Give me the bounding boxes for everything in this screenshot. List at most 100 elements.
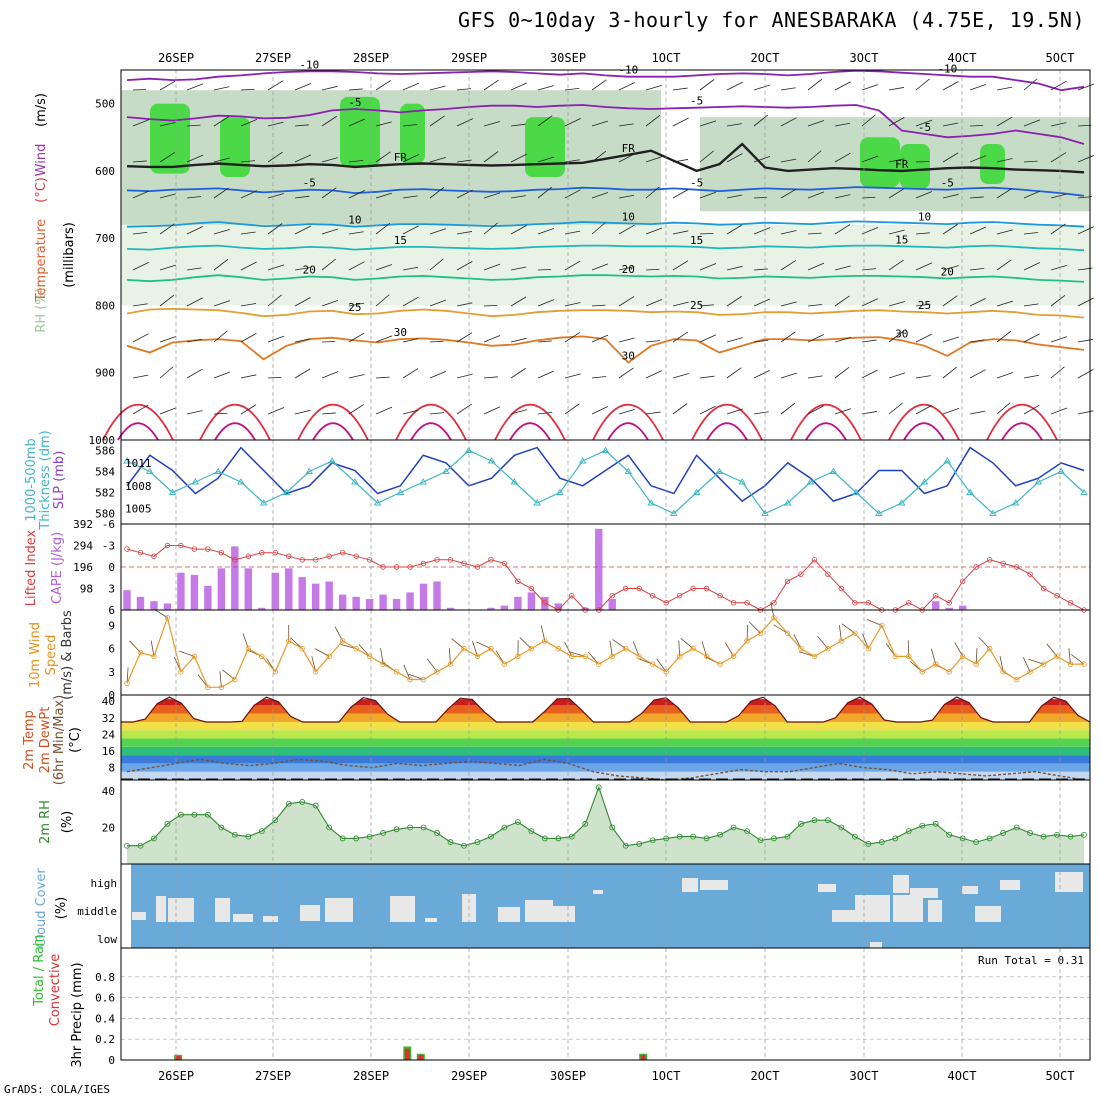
wind-barb <box>591 406 608 415</box>
wind-barb <box>429 258 444 271</box>
wind-speed-marker <box>555 645 562 652</box>
cape-bar <box>500 605 509 610</box>
rh2m-marker <box>434 830 440 836</box>
rh2m-marker <box>757 837 764 844</box>
wind-barb <box>672 117 689 127</box>
wind-speed-marker <box>596 661 602 667</box>
wind-barb <box>456 189 473 199</box>
wind-barb <box>807 78 823 91</box>
rh2m-marker <box>258 828 265 835</box>
thickness-marker <box>487 457 496 464</box>
rh2m-marker <box>973 839 980 845</box>
wind-barb <box>888 331 904 343</box>
rh2m-marker <box>204 811 211 818</box>
wind-barb <box>591 376 607 379</box>
lifted-index-marker <box>744 600 750 606</box>
wind-barb <box>321 258 336 271</box>
isotherm-1 <box>126 104 1085 145</box>
wind-barb <box>429 228 447 235</box>
wind-barb <box>726 265 743 271</box>
lifted-index-marker <box>690 585 696 592</box>
wind-barb <box>429 340 444 343</box>
wind-speed-marker <box>946 669 952 675</box>
y-tick-label-right: 294 <box>73 540 93 553</box>
wind-barb <box>213 116 230 127</box>
wind-barb <box>726 153 743 163</box>
y-tick-label: 584 <box>95 466 115 479</box>
rh2m-marker <box>488 833 494 840</box>
wind-speed-marker <box>339 638 346 644</box>
wind-speed-marker <box>218 684 225 690</box>
wind-speed-marker <box>272 669 278 675</box>
wind-barb <box>159 223 175 235</box>
lifted-index-marker <box>353 553 359 559</box>
wind-barb <box>267 121 284 127</box>
rh2m-marker <box>272 817 279 824</box>
lifted-index-marker <box>1040 585 1047 592</box>
wind-speed-marker <box>609 653 615 660</box>
wind-speed-marker <box>137 649 144 656</box>
wind-barb <box>591 79 607 91</box>
wind-barb <box>456 159 472 163</box>
cloud-block <box>682 878 698 892</box>
panel-ylabel: Cloud Cover <box>34 868 49 948</box>
lifted-index-marker <box>245 553 252 559</box>
isotherm-label: -5 <box>690 177 703 190</box>
lifted-index-marker <box>1000 560 1006 567</box>
y-tick-label: 0.4 <box>95 1012 115 1025</box>
thickness-marker <box>715 467 724 474</box>
isotherm-3 <box>126 186 1085 197</box>
rh2m-marker <box>461 842 467 849</box>
lifted-index-marker <box>825 571 831 577</box>
cape-bar <box>406 592 414 610</box>
lifted-index-marker <box>205 546 211 552</box>
wind-speed-marker <box>515 653 521 660</box>
cloud-block <box>928 900 942 922</box>
x-date-label-top: 29SEP <box>451 51 487 65</box>
y-tick-label: 1000 <box>89 434 116 447</box>
wind-barb <box>915 333 932 343</box>
wind-barb <box>510 337 527 343</box>
cape-bar <box>945 607 953 610</box>
y-tick-label: low <box>97 933 117 946</box>
rh2m-marker <box>366 833 373 840</box>
cloud-block <box>168 898 194 922</box>
wind-speed-marker <box>353 645 359 652</box>
wind-barb <box>888 402 903 415</box>
rh2m-marker <box>919 822 926 829</box>
wind-speed-marker <box>906 653 912 660</box>
wind-barb <box>645 84 662 91</box>
x-date-label-bottom: 27SEP <box>255 1069 291 1083</box>
wind-barb <box>564 373 581 379</box>
wind-barb <box>1023 190 1041 199</box>
wind-speed-marker <box>1027 669 1033 675</box>
cape-bar <box>379 594 387 610</box>
wind-barb <box>672 230 689 235</box>
cloud-block <box>325 898 353 922</box>
wind-barb <box>753 84 771 91</box>
rh2m-marker <box>393 826 400 833</box>
wind-speed-marker <box>784 630 791 636</box>
wind-speed-marker <box>245 645 252 652</box>
wind-barb <box>780 87 796 91</box>
wind-barb <box>1023 303 1039 307</box>
run-total-label: Run Total = 0.31 <box>978 954 1084 967</box>
y-tick-label-right: 196 <box>73 561 93 574</box>
thickness-marker <box>533 499 541 506</box>
lifted-index-marker <box>124 546 130 552</box>
wind-barb <box>861 369 878 379</box>
cloud-block <box>525 900 553 922</box>
panel-ylabel: 1000-500mb <box>24 438 39 522</box>
thickness-marker <box>419 478 428 485</box>
wind-barb <box>915 191 933 199</box>
wind-barb <box>159 294 175 307</box>
wind-barb <box>699 232 714 235</box>
isotherm-40-arc <box>805 422 847 441</box>
rh2m-marker <box>892 835 899 842</box>
y-tick-label-right: 1011 <box>125 457 152 470</box>
temperature-color-band <box>121 721 1090 731</box>
rh2m-marker <box>676 833 683 840</box>
lifted-index-marker <box>461 560 467 567</box>
wind-barb <box>753 339 769 343</box>
panel-ylabel: (%) <box>54 897 69 920</box>
